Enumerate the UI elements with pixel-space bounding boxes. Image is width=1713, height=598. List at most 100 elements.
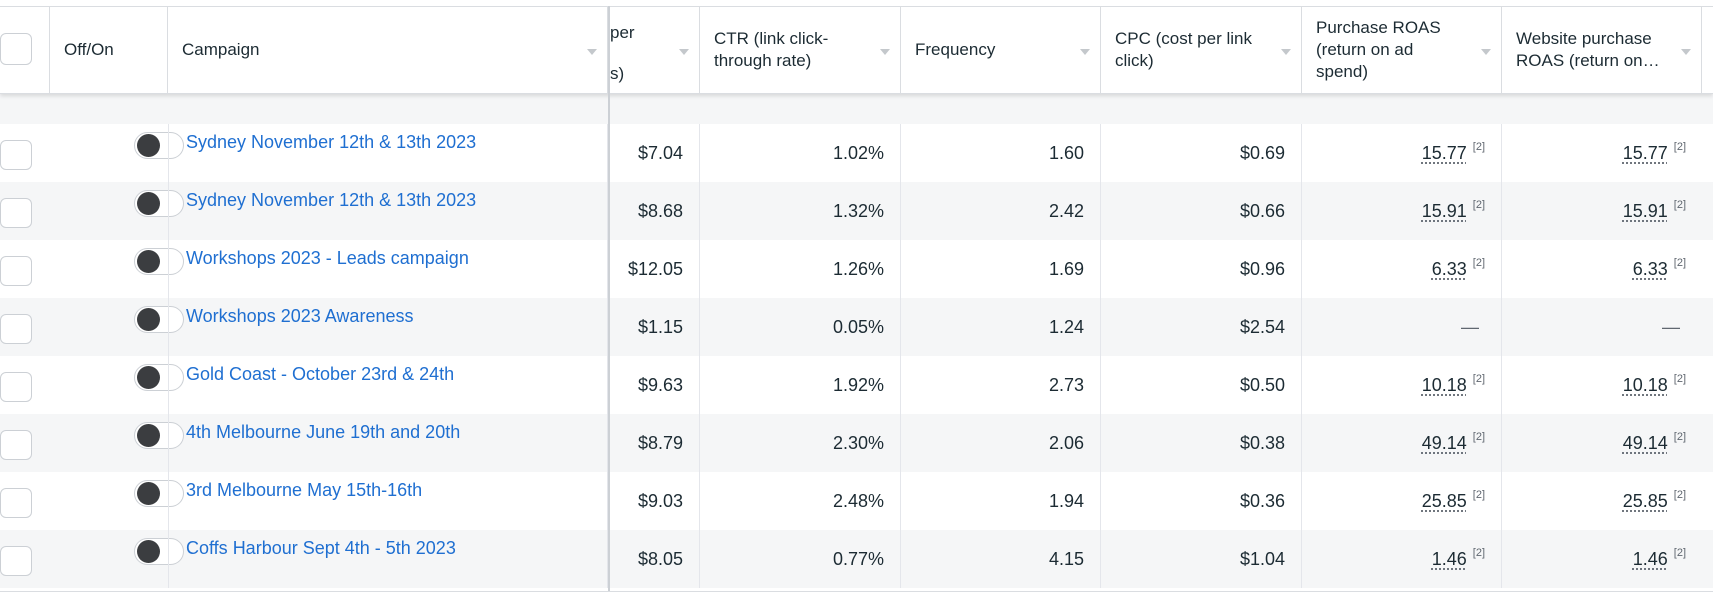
frequency-value: 1.60 (901, 124, 1101, 182)
footnote-marker[interactable]: [2] (1472, 547, 1485, 559)
toggle-knob (137, 308, 160, 331)
row-checkbox[interactable] (0, 372, 32, 402)
website-roas-value[interactable]: 1.46 (1632, 548, 1668, 569)
campaign-toggle[interactable] (134, 422, 184, 449)
campaign-name-link[interactable]: Gold Coast - October 23rd & 24th (186, 364, 455, 384)
purchase-roas-value[interactable]: 10.18 (1421, 374, 1467, 395)
cpc-value: $0.50 (1101, 356, 1302, 414)
website-roas-cell: 25.85 [2] (1502, 472, 1702, 530)
campaign-name-link[interactable]: Sydney November 12th & 13th 2023 (186, 132, 477, 152)
campaign-toggle[interactable] (134, 364, 184, 391)
campaign-toggle[interactable] (134, 132, 184, 159)
website-roas-cell: 1.46 [2] (1502, 530, 1702, 588)
header-cpc[interactable]: CPC (cost per link click) (1101, 7, 1302, 93)
frequency-value: 2.73 (901, 356, 1101, 414)
header-off-on[interactable]: Off/On (50, 7, 168, 93)
footnote-marker[interactable]: [2] (1673, 141, 1686, 153)
cpc-value: $0.38 (1101, 414, 1302, 472)
footnote-marker[interactable]: [2] (1472, 257, 1485, 269)
header-campaign[interactable]: Campaign (168, 7, 608, 93)
header-cost[interactable]: per s) (608, 7, 700, 93)
footnote-marker[interactable]: [2] (1472, 373, 1485, 385)
purchase-roas-value[interactable]: 6.33 (1431, 258, 1467, 279)
row-checkbox-cell (0, 530, 50, 588)
row-checkbox[interactable] (0, 198, 32, 228)
row-checkbox[interactable] (0, 314, 32, 344)
footnote-marker[interactable]: [2] (1472, 141, 1485, 153)
footnote-marker[interactable]: [2] (1472, 199, 1485, 211)
website-roas-value[interactable]: 15.91 (1622, 200, 1668, 221)
table-row[interactable]: Gold Coast - October 23rd & 24th $9.63 1… (0, 356, 1713, 414)
toggle-knob (137, 424, 160, 447)
row-checkbox[interactable] (0, 488, 32, 518)
sort-dropdown-icon[interactable] (1080, 49, 1090, 55)
website-roas-value[interactable]: 15.77 (1622, 142, 1668, 163)
campaign-toggle[interactable] (134, 480, 184, 507)
footnote-marker[interactable]: [2] (1673, 257, 1686, 269)
footnote-marker[interactable]: [2] (1673, 547, 1686, 559)
footnote-marker[interactable]: [2] (1673, 199, 1686, 211)
sort-dropdown-icon[interactable] (1681, 49, 1691, 55)
sort-dropdown-icon[interactable] (880, 49, 890, 55)
header-ctr[interactable]: CTR (link click-through rate) (700, 7, 901, 93)
toggle-knob (137, 366, 160, 389)
campaign-name-link[interactable]: 3rd Melbourne May 15th-16th (186, 480, 423, 500)
campaign-name-link[interactable]: Coffs Harbour Sept 4th - 5th 2023 (186, 538, 456, 558)
table-row[interactable]: Workshops 2023 Awareness $1.15 0.05% 1.2… (0, 298, 1713, 356)
row-checkbox[interactable] (0, 546, 32, 576)
sort-dropdown-icon[interactable] (1481, 49, 1491, 55)
purchase-roas-value[interactable]: 1.46 (1431, 548, 1467, 569)
purchase-roas-cell: — (1302, 298, 1502, 356)
header-frequency[interactable]: Frequency (901, 7, 1101, 93)
select-all-checkbox[interactable] (0, 33, 32, 65)
footnote-marker[interactable]: [2] (1472, 431, 1485, 443)
footnote-marker[interactable]: [2] (1673, 373, 1686, 385)
header-cost-label-top: per (610, 23, 635, 42)
campaign-name-cell (168, 472, 608, 530)
campaign-name-link[interactable]: Workshops 2023 - Leads campaign (186, 248, 469, 268)
campaign-toggle[interactable] (134, 190, 184, 217)
campaign-name-link[interactable]: Sydney November 12th & 13th 2023 (186, 190, 477, 210)
campaign-name-link[interactable]: Workshops 2023 Awareness (186, 306, 414, 326)
campaign-toggle[interactable] (134, 306, 184, 333)
sort-dropdown-icon[interactable] (679, 49, 689, 55)
header-purchase-roas[interactable]: Purchase ROAS (return on ad spend) (1302, 7, 1502, 93)
purchase-roas-value[interactable]: 25.85 (1421, 490, 1467, 511)
sort-dropdown-icon[interactable] (1281, 49, 1291, 55)
table-row[interactable]: Coffs Harbour Sept 4th - 5th 2023 $8.05 … (0, 530, 1713, 588)
row-toggle-cell (50, 298, 184, 356)
footnote-marker[interactable]: [2] (1673, 489, 1686, 501)
row-checkbox[interactable] (0, 140, 32, 170)
website-roas-value[interactable]: 25.85 (1622, 490, 1668, 511)
website-roas-value[interactable]: 10.18 (1622, 374, 1668, 395)
campaign-toggle[interactable] (134, 248, 184, 275)
campaign-toggle[interactable] (134, 538, 184, 565)
table-row[interactable]: Sydney November 12th & 13th 2023 $8.68 1… (0, 182, 1713, 240)
table-row[interactable]: 3rd Melbourne May 15th-16th $9.03 2.48% … (0, 472, 1713, 530)
table-header: Off/On Campaign per s) CTR (link click-t… (0, 6, 1713, 94)
sort-dropdown-icon[interactable] (587, 49, 597, 55)
purchase-roas-value[interactable]: 49.14 (1421, 432, 1467, 453)
purchase-roas-cell: 25.85 [2] (1302, 472, 1502, 530)
website-roas-value[interactable]: 6.33 (1632, 258, 1668, 279)
cost-value: $12.05 (608, 240, 700, 298)
table-row[interactable]: Sydney November 12th & 13th 2023 $7.04 1… (0, 124, 1713, 182)
header-website-roas[interactable]: Website purchase ROAS (return on… (1502, 7, 1702, 93)
purchase-roas-value[interactable]: 15.77 (1421, 142, 1467, 163)
row-checkbox[interactable] (0, 430, 32, 460)
website-roas-value[interactable]: 49.14 (1622, 432, 1668, 453)
row-checkbox[interactable] (0, 256, 32, 286)
ctr-value: 2.48% (700, 472, 901, 530)
table-row[interactable]: 4th Melbourne June 19th and 20th $8.79 2… (0, 414, 1713, 472)
table-row[interactable]: Workshops 2023 - Leads campaign $12.05 1… (0, 240, 1713, 298)
campaign-name-link[interactable]: 4th Melbourne June 19th and 20th (186, 422, 461, 442)
cost-value: $9.03 (608, 472, 700, 530)
row-toggle-cell (50, 356, 184, 414)
purchase-roas-value[interactable]: 15.91 (1421, 200, 1467, 221)
footnote-marker[interactable]: [2] (1472, 489, 1485, 501)
purchase-roas-cell: 6.33 [2] (1302, 240, 1502, 298)
footnote-marker[interactable]: [2] (1673, 431, 1686, 443)
row-checkbox-cell (0, 240, 50, 298)
frozen-column-divider (608, 6, 610, 591)
purchase-roas-cell: 15.91 [2] (1302, 182, 1502, 240)
